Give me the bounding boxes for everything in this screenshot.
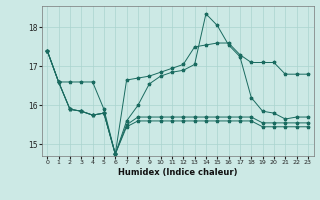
X-axis label: Humidex (Indice chaleur): Humidex (Indice chaleur) — [118, 168, 237, 177]
